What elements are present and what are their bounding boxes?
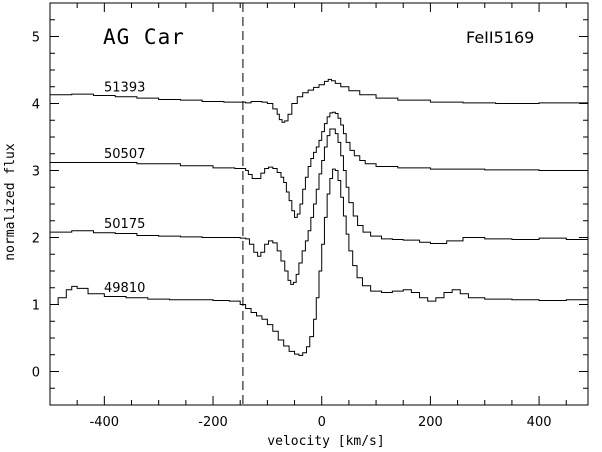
- epoch-label-51393: 51393: [104, 80, 145, 95]
- y-axis-title: normalized flux: [3, 143, 18, 261]
- x-tick-label: -200: [198, 415, 228, 430]
- y-tick-label: 3: [32, 165, 40, 180]
- epoch-label-50507: 50507: [104, 147, 145, 162]
- spectrum-50175: [50, 128, 589, 285]
- plot-frame: [49, 2, 589, 406]
- x-tick-label: -400: [90, 415, 120, 430]
- spectrum-51393: [50, 78, 589, 123]
- y-tick-label: 5: [32, 31, 40, 46]
- chart-subtitle: FeII5169: [466, 28, 534, 47]
- spectrum-49810: [50, 168, 589, 356]
- epoch-label-50175: 50175: [104, 217, 145, 232]
- x-tick-label: 200: [418, 415, 443, 430]
- y-tick-label: 0: [32, 366, 40, 381]
- epoch-label-49810: 49810: [104, 281, 145, 296]
- y-tick-label: 1: [32, 299, 40, 314]
- y-tick-label: 4: [32, 98, 40, 113]
- chart-title: AG Car: [103, 25, 185, 49]
- x-tick-label: 0: [318, 415, 326, 430]
- x-tick-label: 400: [527, 415, 552, 430]
- x-axis-title: velocity [km/s]: [267, 434, 384, 449]
- y-tick-label: 2: [32, 232, 40, 247]
- spectrum-50507: [50, 111, 588, 218]
